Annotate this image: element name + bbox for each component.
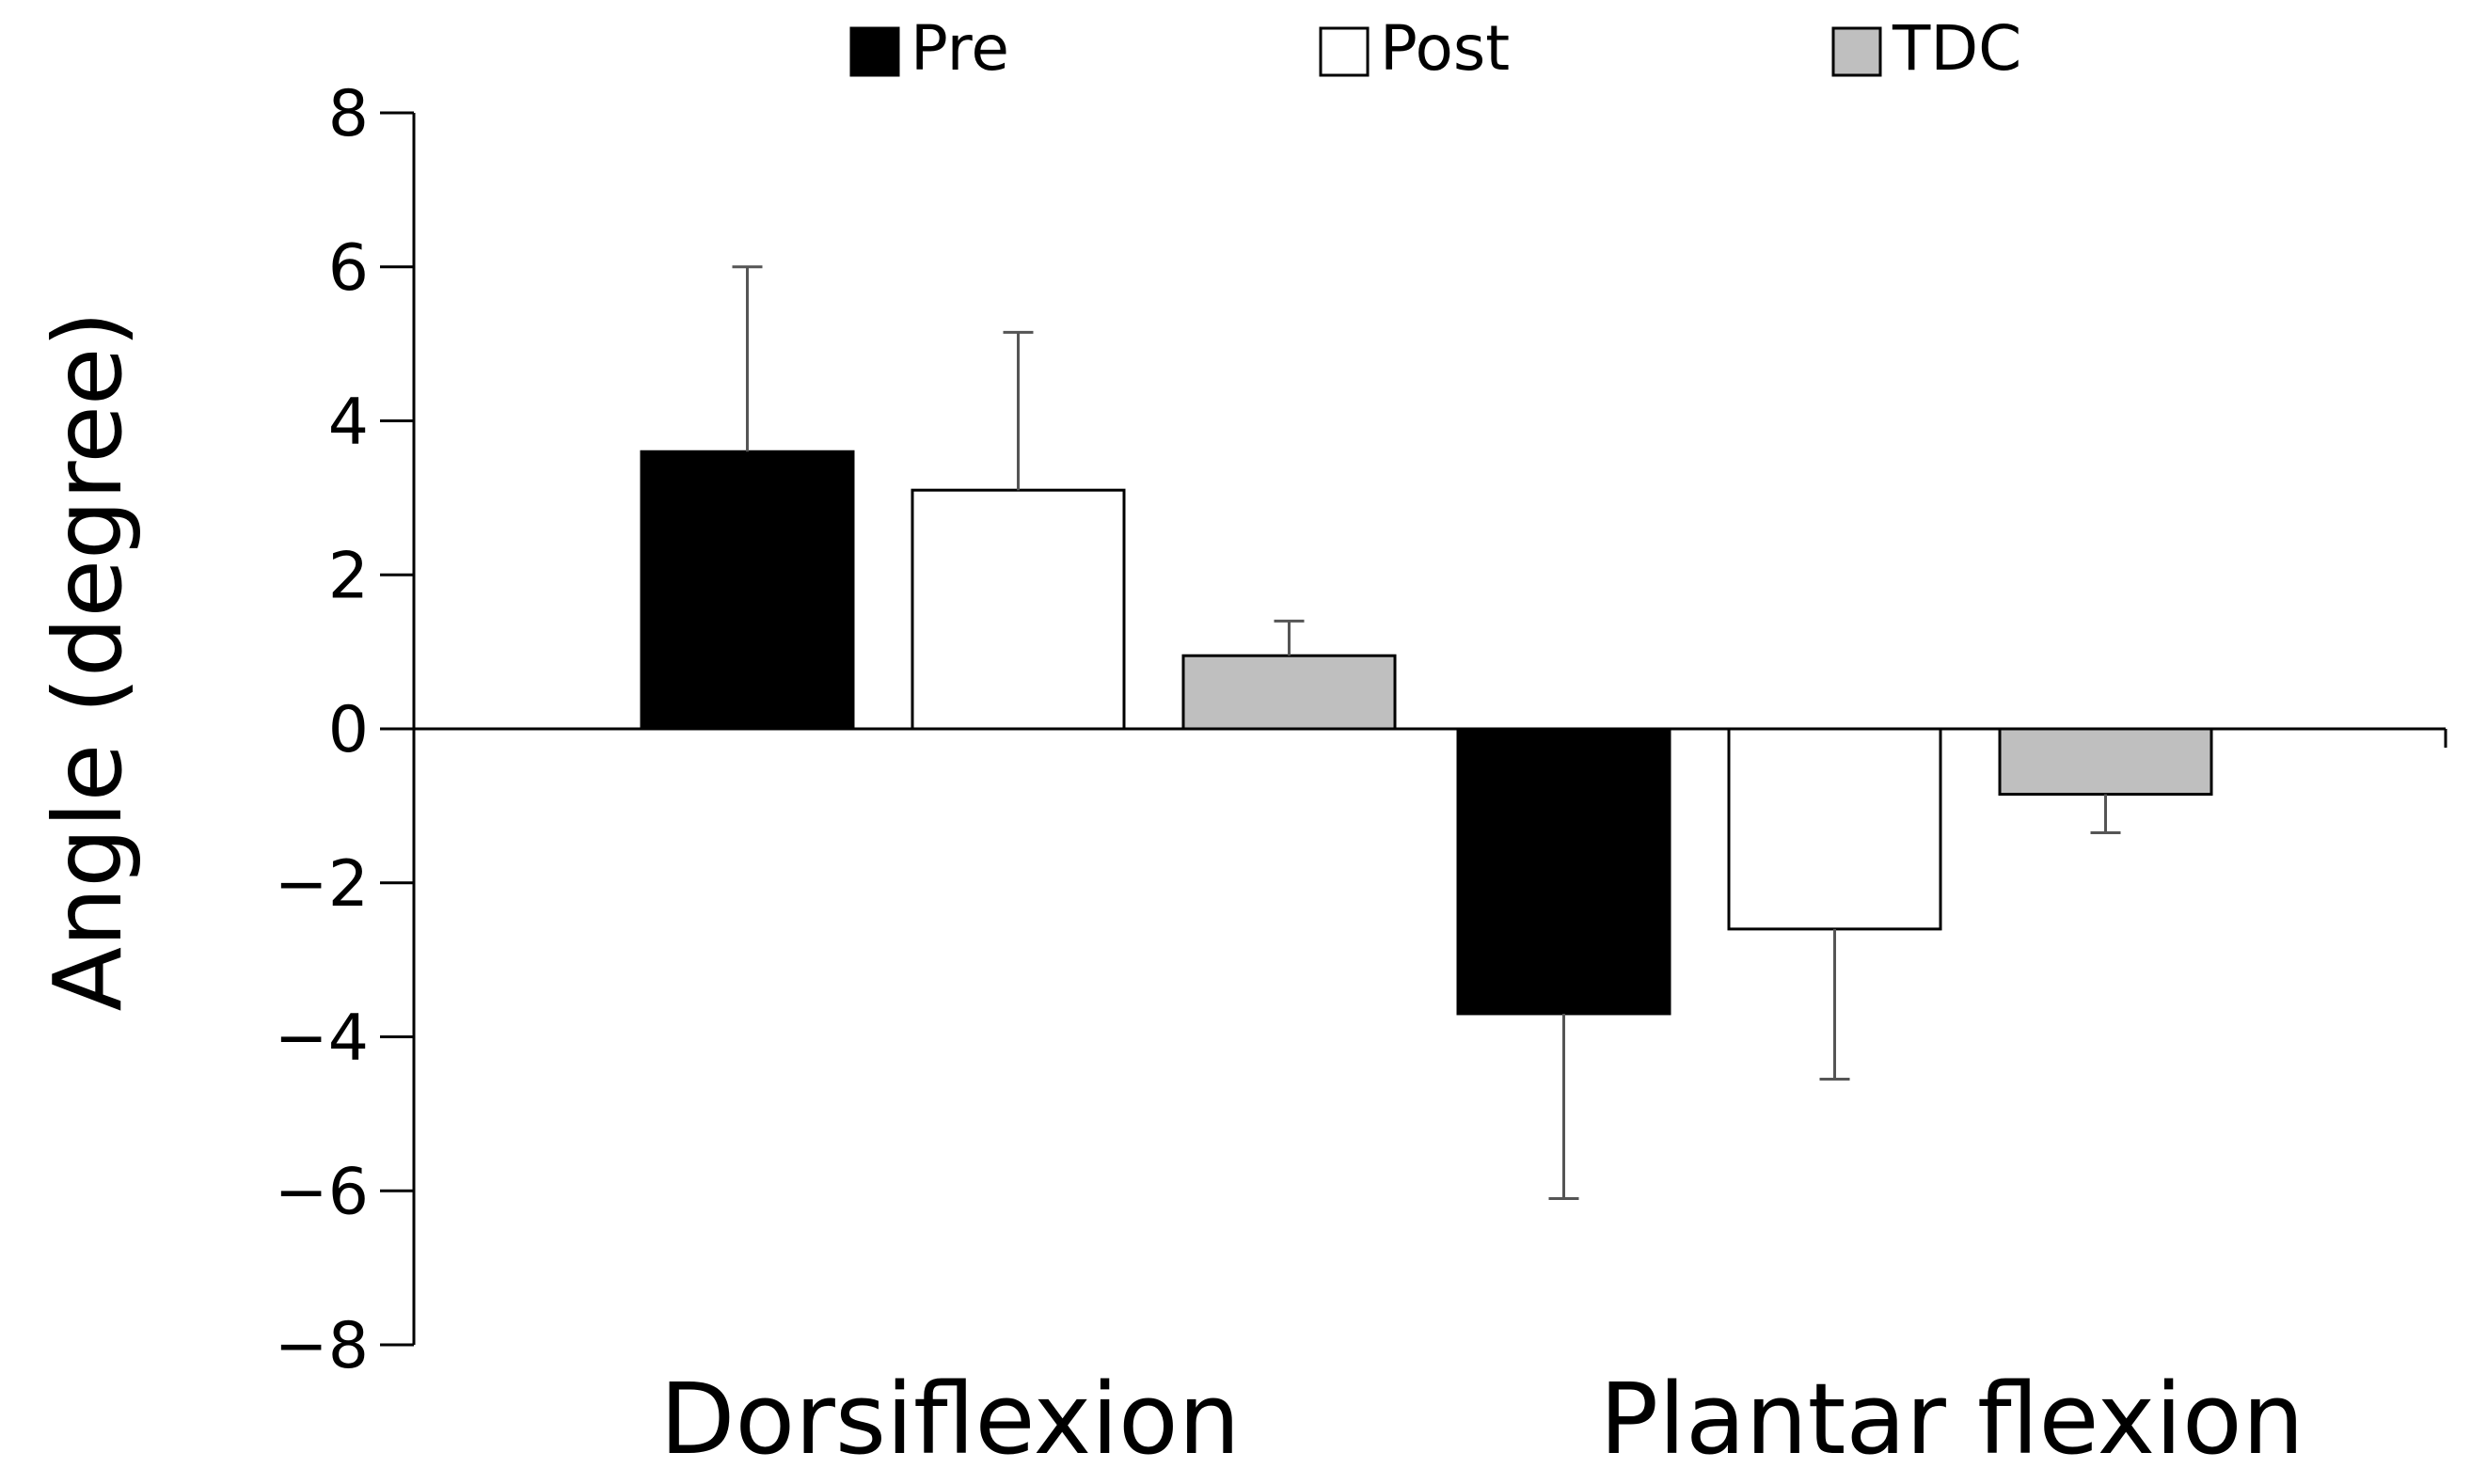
y-tick-label: −4 — [275, 1002, 369, 1076]
y-tick-label: −6 — [275, 1155, 369, 1229]
category-label: Plantar flexion — [1599, 1362, 2304, 1476]
legend-swatch-pre — [849, 26, 900, 77]
legend-label-tdc: TDC — [1892, 12, 2021, 85]
error-bars — [732, 265, 2121, 1200]
y-tick-label: 6 — [328, 231, 369, 306]
legend-swatch-post — [1319, 26, 1370, 77]
bar-pre-dorsiflexion — [640, 450, 855, 731]
bar-tdc-dorsiflexion — [1181, 654, 1397, 731]
legend-label-pre: Pre — [911, 12, 1009, 85]
category-labels: Dorsiflexion Plantar flexion — [659, 1362, 2304, 1476]
bar-post-dorsiflexion — [911, 488, 1126, 731]
y-tick-label: 8 — [328, 77, 369, 151]
x-axis — [414, 727, 2447, 748]
legend-swatch-tdc — [1831, 26, 1882, 77]
bar-post-plantar-flexion — [1727, 727, 1942, 931]
y-axis: Angle (degree) 8 6 4 2 0 −2 −4 −6 −8 — [33, 77, 416, 1383]
y-tick-label: −8 — [275, 1309, 369, 1383]
y-tick-label: −2 — [275, 847, 369, 922]
y-tick-label: 0 — [328, 693, 369, 767]
y-tick-label: 2 — [328, 539, 369, 613]
y-axis-label: Angle (degree) — [33, 311, 143, 1012]
legend: Pre Post TDC — [849, 12, 2021, 85]
bars — [640, 450, 2213, 1016]
legend-label-post: Post — [1380, 12, 1510, 85]
bar-pre-plantar-flexion — [1456, 727, 1671, 1016]
y-tick-label: 4 — [328, 386, 369, 460]
category-label: Dorsiflexion — [659, 1362, 1240, 1476]
bar-tdc-plantar-flexion — [1998, 727, 2213, 797]
